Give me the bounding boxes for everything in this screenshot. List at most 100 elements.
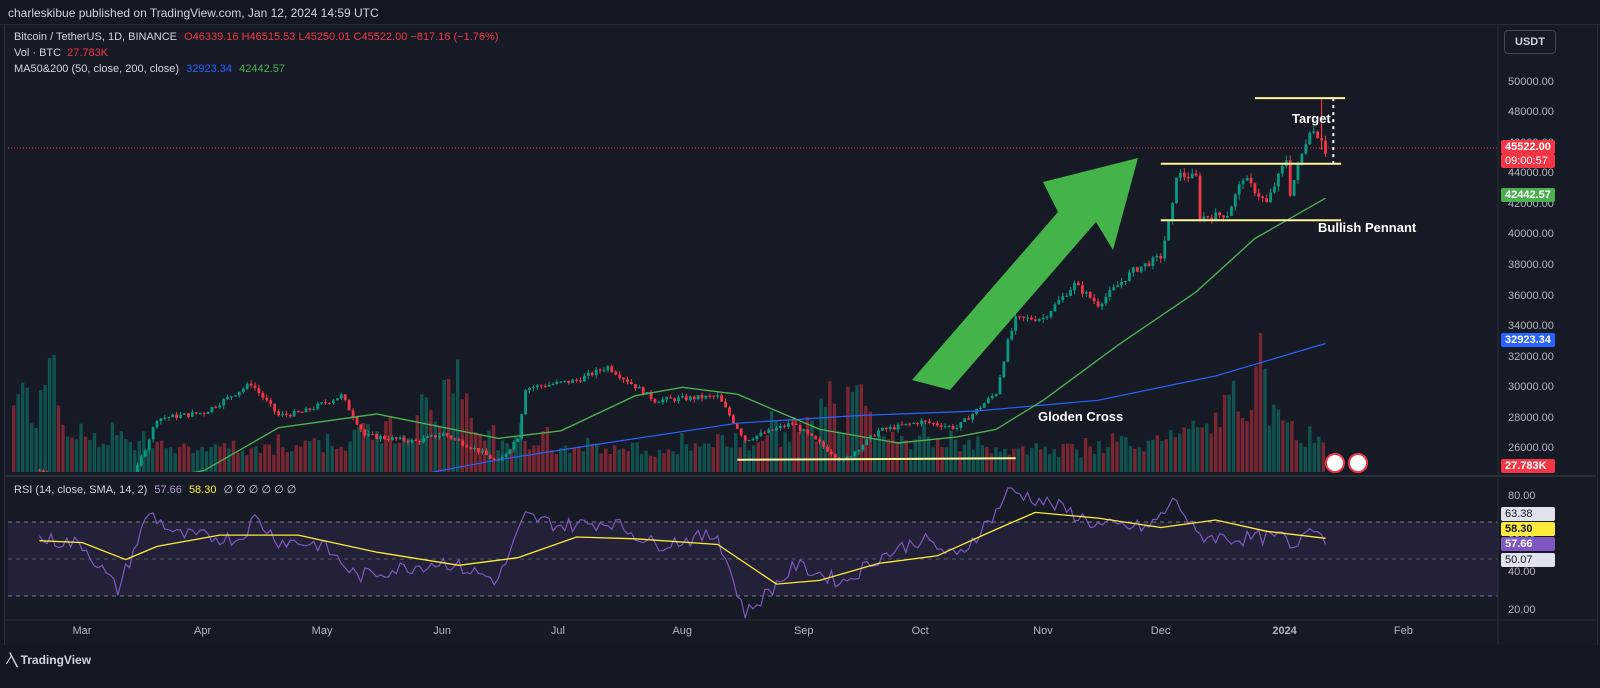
tradingview-logo[interactable]: ⁄╲ TradingView bbox=[8, 653, 91, 667]
volume-bar bbox=[478, 433, 482, 472]
candle bbox=[155, 419, 159, 430]
volume-bar bbox=[989, 453, 994, 472]
candle bbox=[516, 437, 520, 443]
volume-bar bbox=[725, 446, 729, 472]
volume-bar bbox=[1249, 410, 1254, 472]
volume-bar bbox=[1196, 427, 1200, 472]
candle bbox=[1147, 260, 1151, 267]
candle bbox=[963, 417, 967, 423]
volume-bar bbox=[1110, 433, 1115, 472]
event-flag-icon-2[interactable] bbox=[1348, 453, 1368, 473]
volume-bar bbox=[1205, 423, 1209, 472]
volume-bar bbox=[711, 447, 715, 472]
price-tick-label: 34000.00 bbox=[1508, 320, 1554, 333]
candle bbox=[657, 400, 661, 404]
volume-bar bbox=[231, 440, 236, 472]
volume-bar bbox=[1285, 422, 1290, 472]
candle bbox=[410, 438, 414, 445]
volume-legend[interactable]: Vol · BTC 27.783K bbox=[14, 47, 108, 59]
candle bbox=[759, 429, 763, 437]
volume-bar bbox=[527, 449, 532, 472]
candle bbox=[610, 364, 614, 374]
countdown-tag: 09:00:57 bbox=[1501, 154, 1555, 168]
volume-bar bbox=[998, 451, 1003, 472]
volume-bar bbox=[666, 449, 671, 472]
candle bbox=[959, 421, 963, 431]
volume-bar bbox=[124, 439, 128, 472]
candle bbox=[1186, 172, 1190, 183]
candle bbox=[1230, 205, 1233, 217]
candle bbox=[1206, 215, 1210, 220]
candle bbox=[347, 398, 351, 411]
candle bbox=[1073, 280, 1076, 295]
event-flag-icon[interactable] bbox=[1325, 453, 1345, 473]
volume-bar bbox=[913, 439, 917, 472]
volume-bar bbox=[550, 450, 554, 472]
volume-bar bbox=[442, 380, 446, 472]
price-tick-label: 32000.00 bbox=[1508, 350, 1554, 363]
volume-bar bbox=[451, 393, 455, 472]
volume-bar bbox=[621, 448, 626, 472]
candle bbox=[414, 438, 418, 442]
candle bbox=[41, 469, 45, 472]
candle bbox=[1139, 266, 1143, 274]
candle bbox=[994, 393, 998, 398]
candle bbox=[932, 422, 935, 427]
volume-bar bbox=[648, 455, 653, 472]
candle bbox=[457, 437, 461, 441]
candle bbox=[198, 412, 202, 415]
last-price-tag: 45522.00 bbox=[1501, 140, 1555, 154]
candle bbox=[990, 393, 994, 401]
volume-bar bbox=[254, 446, 258, 472]
volume-bar bbox=[361, 422, 366, 472]
candle bbox=[947, 424, 951, 428]
candle bbox=[1100, 302, 1104, 311]
volume-bar bbox=[675, 454, 680, 472]
volume-bar bbox=[74, 439, 79, 472]
volume-bar bbox=[783, 432, 787, 472]
candle bbox=[1002, 361, 1006, 379]
candle bbox=[598, 368, 602, 374]
candle bbox=[339, 392, 343, 401]
candle bbox=[1324, 135, 1327, 157]
candle bbox=[1237, 181, 1241, 200]
ma-legend[interactable]: MA50&200 (50, close, 200, close) 32923.3… bbox=[14, 63, 285, 75]
rsi-value: 57.66 bbox=[154, 484, 182, 496]
candle bbox=[653, 398, 657, 404]
volume-bar bbox=[482, 440, 487, 472]
volume-bar bbox=[1043, 446, 1047, 472]
price-tick-label: 26000.00 bbox=[1508, 442, 1554, 455]
volume-bar bbox=[249, 448, 254, 472]
volume-bar bbox=[805, 416, 810, 472]
volume-bar bbox=[639, 453, 644, 472]
support-line[interactable] bbox=[737, 457, 1016, 461]
symbol-legend[interactable]: Bitcoin / TetherUS, 1D, BINANCE O46339.1… bbox=[14, 31, 498, 43]
candle bbox=[802, 428, 806, 432]
volume-bar bbox=[285, 452, 289, 472]
volume-bar bbox=[1240, 418, 1245, 472]
currency-button[interactable]: USDT bbox=[1504, 30, 1556, 54]
candle bbox=[708, 393, 712, 399]
price-tick-label: 44000.00 bbox=[1508, 167, 1554, 180]
volume-bar bbox=[151, 448, 155, 472]
candle bbox=[790, 420, 794, 427]
volume-bar bbox=[1182, 427, 1186, 472]
candle bbox=[1120, 277, 1123, 289]
ma200-value: 42442.57 bbox=[239, 63, 285, 75]
candle bbox=[798, 422, 802, 435]
volume-bar bbox=[370, 439, 375, 472]
candle bbox=[583, 373, 586, 382]
candle bbox=[1092, 294, 1096, 304]
volume-bar bbox=[698, 446, 702, 472]
candle bbox=[806, 428, 810, 436]
candle bbox=[884, 426, 888, 432]
volume-bar bbox=[1164, 439, 1168, 472]
volume-bar bbox=[375, 431, 379, 472]
candle bbox=[771, 429, 774, 431]
candle bbox=[261, 391, 265, 401]
rsi-legend[interactable]: RSI (14, close, SMA, 14, 2) 57.66 58.30 … bbox=[14, 483, 296, 496]
volume-bar bbox=[644, 450, 648, 472]
volume-bar bbox=[581, 451, 585, 472]
candle bbox=[1265, 194, 1269, 203]
